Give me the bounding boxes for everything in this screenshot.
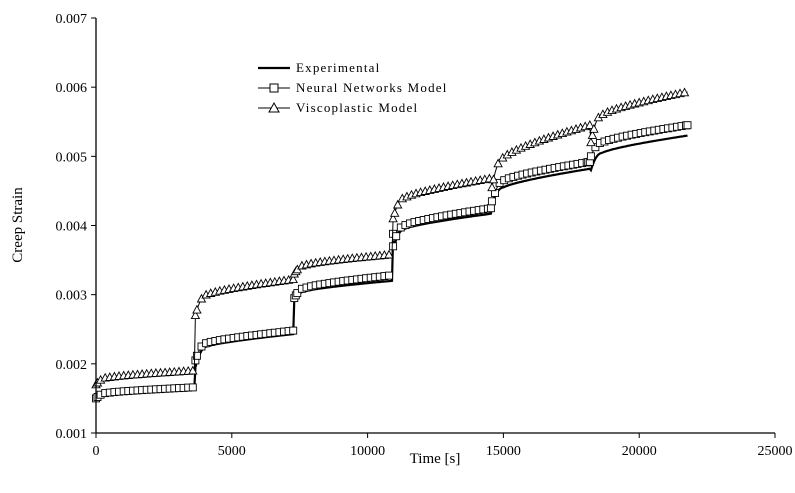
x-tick-label: 20000 [622,444,657,459]
data-point-triangle [384,249,394,259]
legend-item-experimental: Experimental [258,60,380,75]
data-point-triangle [190,310,201,320]
series-neural-networks-model [92,121,692,403]
data-point-square [188,383,197,392]
legend-label-experimental: Experimental [296,60,380,75]
data-point-triangle [493,158,503,168]
x-tick-label: 5000 [218,444,246,459]
x-axis-ticks: 0 5000 10000 15000 20000 25000 [93,433,793,459]
x-tick-label: 0 [93,444,100,459]
series-viscoplastic-model [91,87,690,389]
data-point-triangle [188,365,198,375]
y-tick-label: 0.003 [56,289,88,304]
data-point-square [392,232,401,241]
data-point-square [389,242,398,251]
data-point-square [385,271,393,280]
data-point-square [293,289,302,298]
data-point-triangle [589,123,599,133]
legend-triangle-marker-icon [268,101,280,113]
data-point-square [289,326,298,335]
y-tick-label: 0.006 [56,81,88,96]
data-point-triangle [679,87,690,97]
series-line-viscoplastic-model [95,91,688,385]
data-point-triangle [388,213,398,223]
plot-marks [91,87,692,403]
data-point-triangle [389,207,400,217]
legend: Experimental Neural Networks Model Visco… [258,60,448,115]
legend-square-marker-icon [269,83,279,93]
data-point-square [486,204,495,213]
x-tick-label: 10000 [350,444,385,459]
x-tick-label: 15000 [486,444,521,459]
data-point-triangle [586,137,596,147]
y-tick-label: 0.002 [56,358,88,373]
x-axis-title: Time [s] [410,451,461,467]
y-tick-label: 0.001 [56,427,88,442]
data-point-triangle [192,304,202,314]
data-point-square [591,143,600,152]
data-point-triangle [487,182,497,192]
data-point-square [586,152,595,161]
y-axis-ticks: 0.001 0.002 0.003 0.004 0.005 0.006 0.007 [56,12,96,442]
data-point-square [487,197,496,206]
legend-label-neural-networks-model: Neural Networks Model [296,80,448,95]
y-tick-label: 0.004 [56,220,88,235]
legend-item-viscoplastic-model: Viscoplastic Model [258,100,418,115]
y-axis-title: Creep Strain [10,187,26,263]
data-point-triangle [587,130,598,139]
data-point-triangle [585,120,595,129]
y-tick-label: 0.005 [56,150,88,165]
legend-label-viscoplastic-model: Viscoplastic Model [296,100,418,115]
data-point-triangle [288,274,298,284]
legend-item-neural-networks-model: Neural Networks Model [258,80,448,95]
data-point-square [683,121,692,130]
data-point-square [192,351,201,360]
data-point-triangle [488,174,499,184]
y-tick-label: 0.007 [56,12,88,27]
data-point-triangle [392,199,403,209]
x-tick-label: 25000 [758,444,793,459]
